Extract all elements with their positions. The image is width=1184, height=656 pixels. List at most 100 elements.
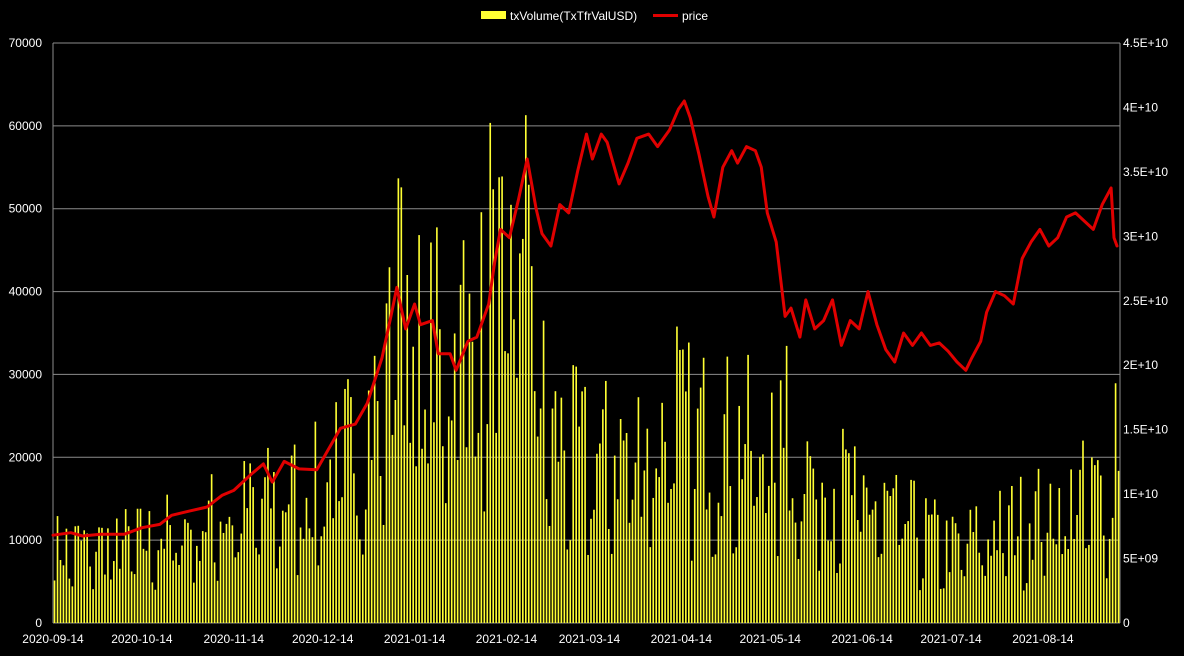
volume-bar: [871, 509, 874, 623]
right-tick-label: 2E+10: [1123, 358, 1158, 372]
volume-bar: [1049, 483, 1052, 623]
volume-bar: [246, 508, 249, 623]
volume-bar: [954, 523, 957, 623]
volume-bar: [726, 356, 729, 623]
volume-bar: [71, 586, 74, 623]
volume-bar: [1019, 476, 1022, 623]
volume-bar: [524, 115, 527, 623]
volume-bar: [519, 253, 521, 623]
volume-bar: [201, 531, 204, 623]
volume-bar: [284, 512, 287, 623]
volume-bar: [948, 572, 951, 623]
volume-bar: [403, 425, 406, 623]
volume-bar: [175, 552, 177, 623]
volume-bar: [693, 488, 696, 623]
volume-bar: [584, 386, 586, 623]
volume-bar: [1082, 440, 1084, 623]
volume-bar: [945, 520, 948, 623]
volume-bar: [738, 405, 741, 623]
legend: txVolume(TxTfrValUSD) price: [481, 9, 708, 23]
volume-bar: [83, 530, 86, 623]
volume-bar: [1076, 514, 1078, 623]
volume-bar: [892, 488, 895, 623]
volume-bar: [533, 391, 536, 623]
volume-bar: [1079, 469, 1081, 623]
volume-bar: [332, 518, 334, 623]
volume-bar: [993, 520, 995, 623]
gridlines: [52, 42, 1121, 624]
volume-bar: [302, 538, 305, 623]
price-line: [51, 99, 1119, 538]
volume-bar: [139, 508, 142, 623]
right-tick-label: 2.5E+10: [1123, 294, 1168, 308]
volume-bar: [670, 488, 672, 623]
volume-bar: [880, 553, 883, 623]
volume-bar: [513, 319, 515, 623]
volume-bar: [747, 354, 749, 623]
volume-bar: [539, 408, 542, 623]
left-axis-ticks: 0 10000 20000 30000 40000 50000 60000 70000: [9, 36, 43, 630]
volume-bar: [750, 450, 752, 623]
volume-bar: [818, 570, 821, 623]
volume-bar: [922, 578, 924, 623]
volume-bar: [207, 500, 210, 623]
volume-bar: [130, 571, 133, 623]
legend-label-price: price: [682, 9, 708, 23]
volume-bar: [406, 275, 409, 623]
volume-bar: [622, 440, 625, 623]
volume-bar: [267, 447, 269, 623]
volume-bar: [610, 553, 613, 623]
volume-bar: [169, 525, 171, 623]
volume-bar: [234, 557, 237, 623]
volume-bar: [504, 351, 506, 623]
volume-bar: [347, 379, 349, 623]
volume-bar: [877, 557, 880, 623]
volume-bar: [424, 409, 426, 623]
volume-bar: [972, 532, 975, 623]
volume-bar: [773, 482, 776, 623]
volume-bar: [382, 524, 385, 623]
volume-bar: [599, 443, 601, 623]
volume-bar: [824, 497, 826, 623]
volume-bar: [735, 547, 738, 623]
volume-bar: [1070, 469, 1072, 623]
volume-bar: [471, 341, 474, 623]
volume-bar: [243, 461, 246, 623]
volume-bar: [1061, 554, 1064, 623]
volume-bar: [415, 466, 417, 623]
volume-bar: [963, 576, 966, 623]
volume-bar: [456, 460, 459, 623]
volume-bar: [939, 588, 942, 623]
volume-bar: [827, 540, 829, 623]
volume-bar: [480, 212, 483, 624]
volume-bar: [483, 511, 486, 623]
right-tick-label: 3.5E+10: [1123, 165, 1168, 179]
volume-bar: [1058, 488, 1061, 623]
volume-bar: [127, 526, 130, 623]
right-tick-label: 4.5E+10: [1123, 36, 1168, 50]
volume-bar: [516, 377, 518, 623]
volume-bar: [619, 419, 622, 623]
volume-bar: [59, 559, 62, 623]
volume-bar: [791, 498, 794, 623]
volume-bar: [904, 524, 906, 623]
volume-bar: [590, 518, 592, 623]
volume-bar: [98, 527, 100, 623]
volume-bar: [628, 522, 631, 623]
volume-bar: [527, 184, 530, 623]
volume-bar: [160, 538, 163, 623]
x-tick-label: 2021-06-14: [831, 632, 893, 646]
volume-bar: [124, 509, 127, 623]
volume-bar: [886, 490, 889, 623]
volume-bar: [960, 569, 963, 623]
volume-bar: [486, 424, 489, 623]
volume-bar: [400, 187, 403, 623]
volume-bar: [110, 579, 112, 623]
volume-bar: [308, 528, 311, 623]
left-tick-label: 60000: [9, 119, 43, 133]
volume-bar: [942, 588, 945, 623]
volume-bar: [768, 485, 770, 623]
volume-bar: [344, 388, 346, 623]
x-tick-label: 2021-01-14: [384, 632, 446, 646]
